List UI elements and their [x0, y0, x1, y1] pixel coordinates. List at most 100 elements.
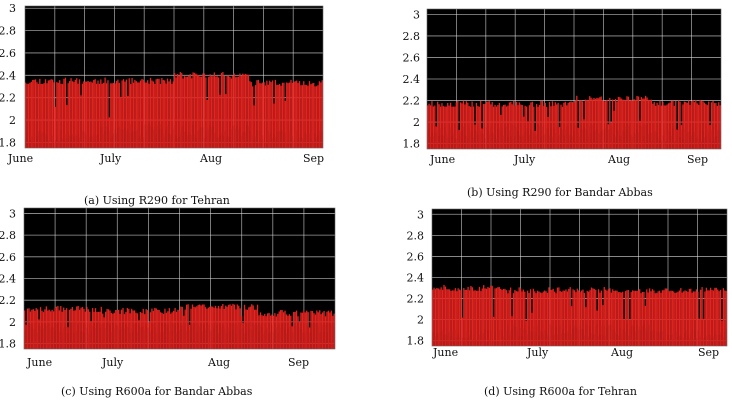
bar-base — [568, 135, 571, 149]
bar-base — [284, 132, 286, 148]
bar — [508, 102, 511, 149]
bar — [539, 292, 542, 346]
bar-base — [183, 321, 185, 349]
bar — [207, 307, 210, 349]
bar-base — [445, 133, 447, 149]
bar — [93, 311, 95, 349]
bar-base — [552, 335, 554, 346]
bar-base — [30, 136, 32, 148]
bar — [281, 82, 284, 148]
bar — [503, 104, 505, 149]
bar — [619, 292, 621, 346]
bar-base — [619, 136, 621, 149]
bar — [80, 95, 82, 148]
bar-base — [236, 126, 238, 148]
bar-base — [264, 331, 266, 349]
bar — [196, 74, 198, 148]
bar-base — [115, 133, 118, 148]
bar — [189, 74, 191, 148]
bar — [582, 289, 584, 346]
bar — [38, 319, 40, 349]
bar-base — [578, 329, 580, 346]
bar-base — [73, 333, 75, 349]
bar-base — [259, 325, 262, 349]
bar-base — [156, 125, 159, 148]
bar-base — [457, 126, 459, 149]
bar — [700, 100, 703, 149]
bar — [332, 315, 334, 349]
bar — [504, 104, 506, 149]
bar-base — [215, 133, 217, 148]
bar — [537, 106, 539, 149]
bar — [74, 310, 76, 349]
bar — [579, 292, 581, 346]
bar-base — [627, 125, 630, 149]
bar-base — [100, 324, 102, 349]
panel-d: 1.8 2 2.2 2.4 2.6 2.8 3 June July Aug Sep — [400, 204, 732, 380]
bar-base — [501, 127, 503, 149]
bar — [640, 293, 642, 346]
bar — [288, 314, 291, 349]
bar — [711, 290, 713, 346]
bar-base — [227, 327, 230, 349]
bar — [216, 76, 218, 148]
bar — [690, 288, 692, 346]
bar-base — [531, 132, 533, 149]
bar-base — [200, 323, 202, 349]
bar — [637, 290, 639, 346]
bar — [303, 81, 305, 148]
bar — [568, 288, 570, 346]
bar — [440, 287, 442, 346]
bar-base — [306, 324, 308, 349]
y-tick-label: 2.8 — [0, 229, 16, 242]
bar-base — [461, 130, 463, 149]
bar-base — [457, 333, 459, 346]
bar — [604, 101, 607, 149]
bar-base — [39, 130, 41, 148]
bar-base — [83, 332, 85, 349]
bar-base — [222, 135, 224, 148]
bar-base — [238, 322, 240, 349]
bar — [468, 106, 470, 149]
bar — [657, 104, 660, 149]
bar — [142, 308, 144, 349]
bar — [533, 106, 535, 149]
bar — [42, 312, 45, 349]
bar-base — [42, 328, 45, 349]
bar — [652, 103, 654, 149]
bar-base — [265, 328, 267, 349]
bar — [125, 79, 128, 148]
bar-base — [90, 135, 92, 148]
bar-base — [688, 338, 690, 346]
x-tick-label: July — [526, 346, 549, 359]
bar-base — [560, 128, 562, 149]
bar-base — [449, 127, 452, 149]
bar-base — [659, 140, 661, 149]
bar — [481, 288, 483, 346]
bar — [114, 83, 116, 148]
bar — [235, 77, 237, 148]
bar — [286, 82, 288, 148]
bar — [578, 290, 580, 346]
bar-base — [439, 340, 441, 346]
bar-base — [563, 333, 566, 346]
bar — [131, 77, 133, 148]
bar-base — [168, 331, 170, 349]
bar-base — [207, 324, 210, 349]
bar-base — [622, 130, 624, 149]
bar — [431, 101, 433, 149]
bar-base — [101, 126, 103, 148]
bar — [657, 291, 659, 346]
bar-base — [35, 320, 37, 349]
bar — [244, 73, 247, 148]
bar-base — [640, 330, 642, 346]
bar — [158, 309, 160, 349]
bar — [304, 84, 306, 148]
bar-base — [583, 335, 586, 346]
bar — [271, 314, 273, 349]
bar-base — [436, 333, 438, 346]
bar — [48, 309, 50, 349]
bar — [718, 102, 720, 149]
bar — [591, 99, 594, 149]
bar — [541, 100, 544, 149]
